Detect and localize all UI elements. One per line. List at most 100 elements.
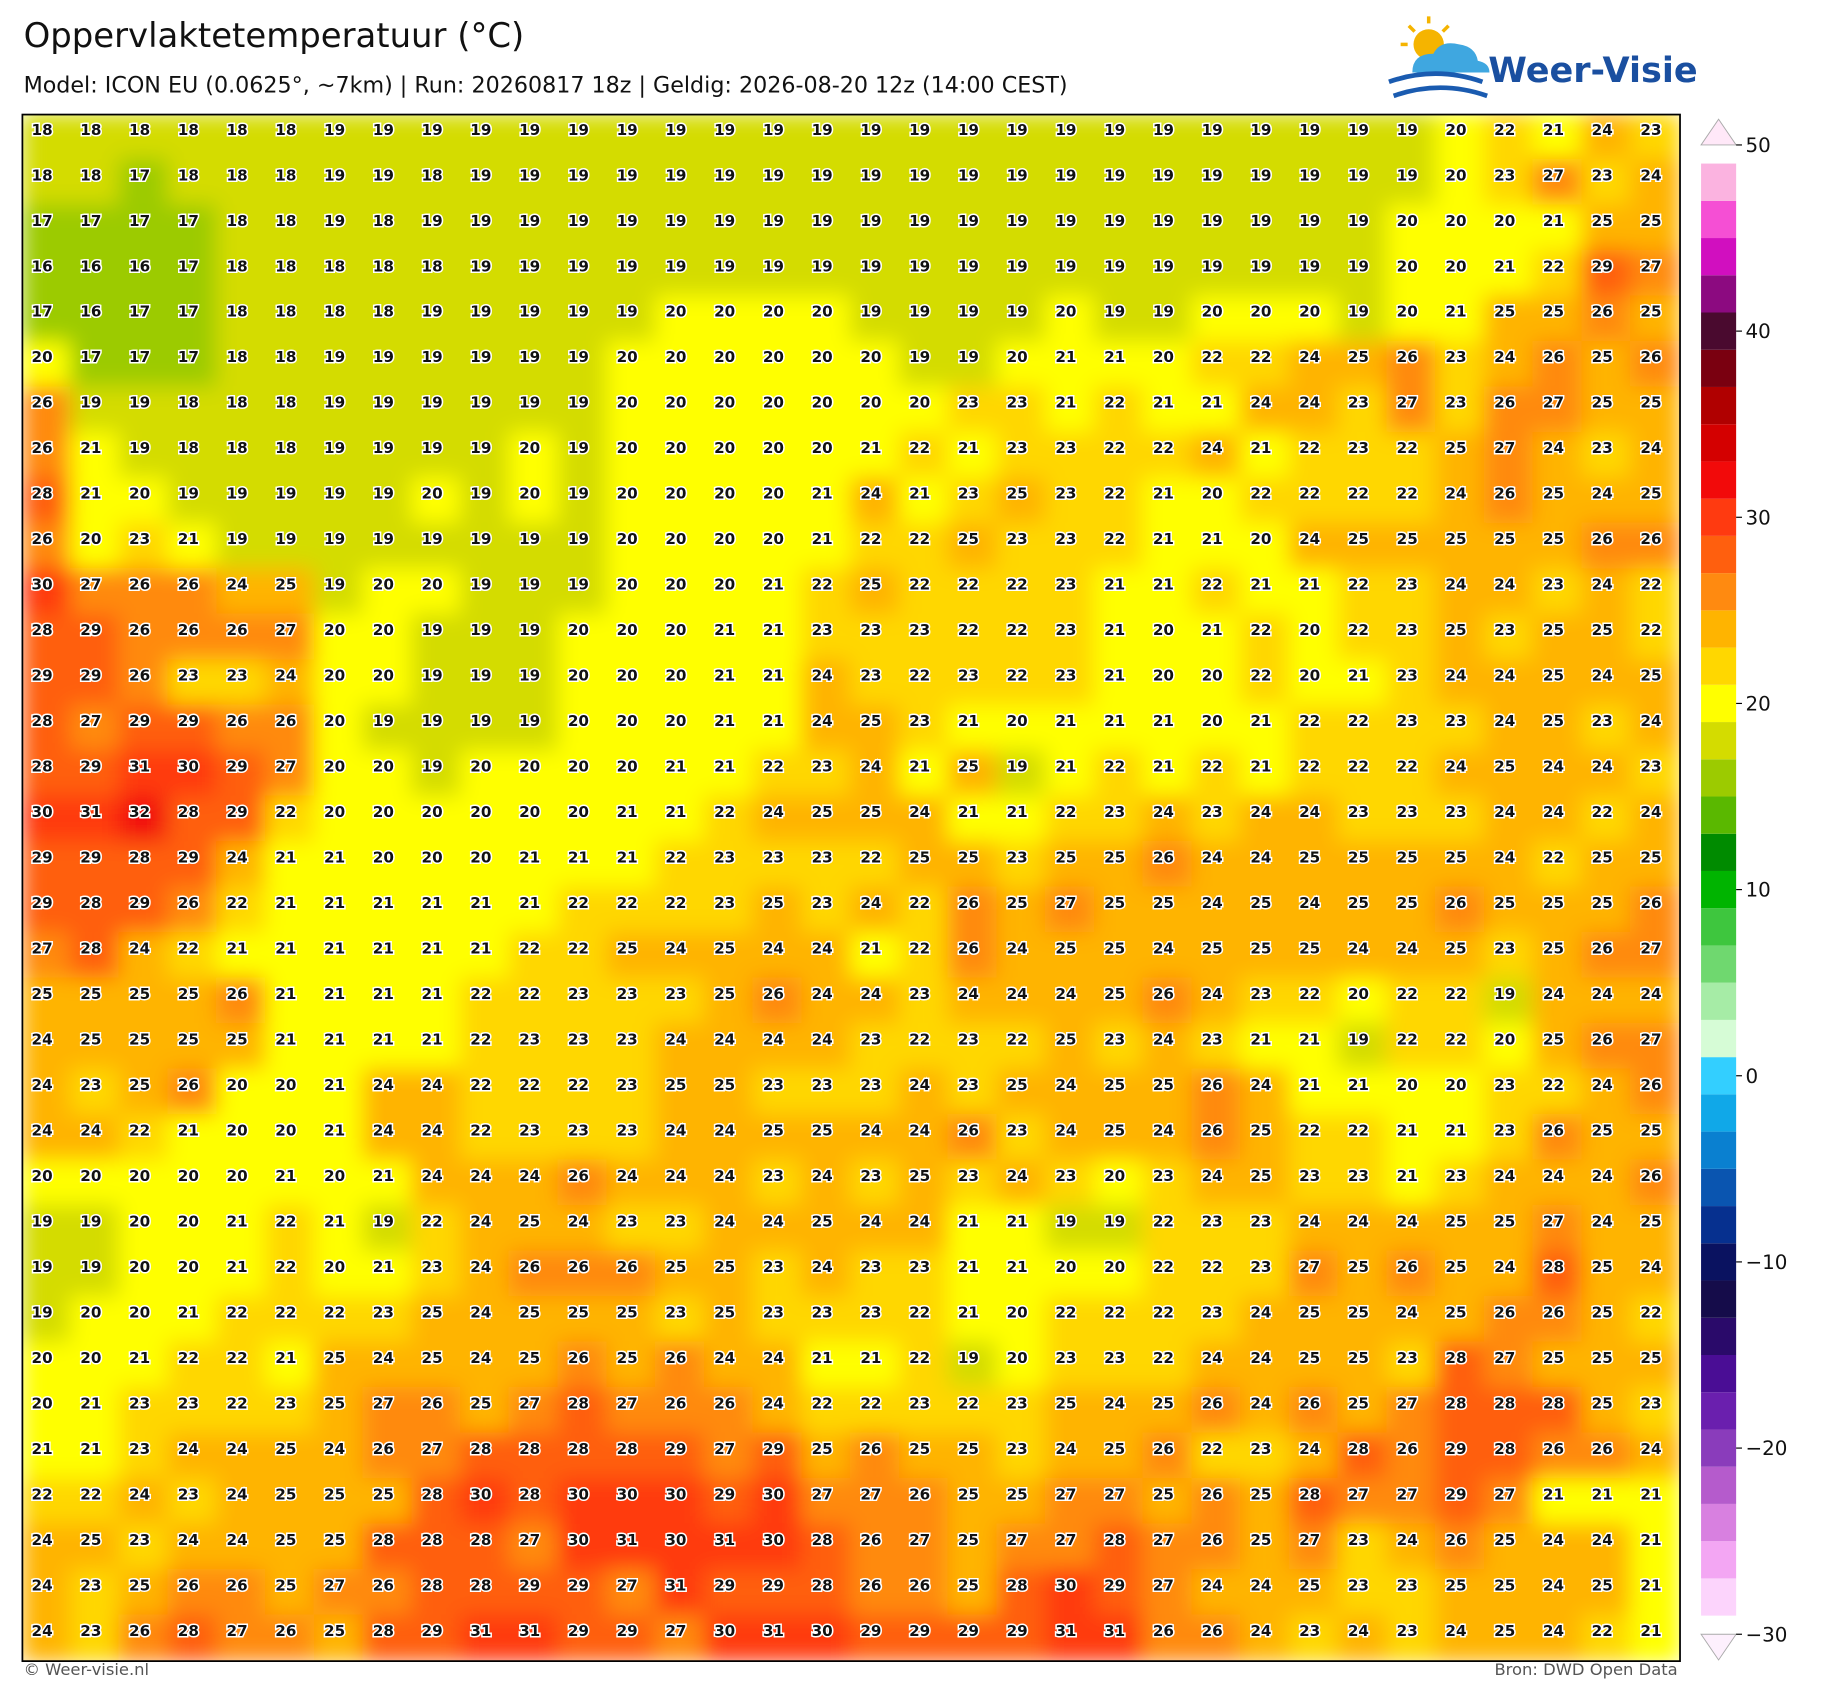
temperature-cell (898, 204, 950, 253)
temperature-cell (1191, 795, 1243, 844)
temperature-label: 21 (275, 1167, 296, 1185)
temperature-label: 25 (1543, 1349, 1564, 1367)
temperature-label: 20 (519, 485, 540, 503)
temperature-label: 25 (80, 1031, 101, 1049)
temperature-label: 24 (470, 1303, 491, 1321)
temperature-label: 22 (32, 1485, 53, 1503)
temperature-label: 23 (860, 1303, 881, 1321)
temperature-cell (1288, 568, 1340, 617)
temperature-cell (996, 158, 1048, 207)
temperature-label: 19 (373, 485, 394, 503)
temperature-cell (313, 1250, 365, 1299)
temperature-label: 22 (665, 849, 686, 867)
temperature-label: 21 (32, 1440, 53, 1458)
temperature-label: 28 (80, 940, 101, 958)
temperature-cell (1581, 613, 1633, 662)
temperature-cell (1288, 1523, 1340, 1572)
temperature-cell (606, 1387, 658, 1435)
temperature-cell (167, 249, 219, 298)
temperature-label: 26 (1202, 1485, 1223, 1503)
temperature-label: 20 (763, 303, 784, 321)
temperature-cell (801, 568, 853, 617)
temperature-label: 23 (909, 985, 930, 1003)
temperature-label: 21 (1250, 1031, 1271, 1049)
temperature-cell (898, 431, 950, 480)
temperature-cell (655, 795, 707, 844)
temperature-cell (313, 659, 365, 708)
temperature-label: 19 (860, 303, 881, 321)
temperature-label: 21 (812, 485, 833, 503)
temperature-label: 19 (1007, 166, 1028, 184)
temperature-label: 21 (129, 1349, 150, 1367)
temperature-label: 21 (1104, 621, 1125, 639)
temperature-cell (606, 477, 658, 526)
temperature-cell (996, 568, 1048, 617)
temperature-label: 26 (909, 1576, 930, 1594)
temperature-cell (752, 1341, 804, 1390)
temperature-label: 20 (178, 1258, 199, 1276)
temperature-label: 25 (1543, 303, 1564, 321)
temperature-label: 22 (470, 985, 491, 1003)
temperature-label: 19 (909, 212, 930, 230)
colorbar-tick-label: −30 (1745, 1623, 1787, 1646)
temperature-cell (216, 114, 268, 162)
temperature-label: 24 (763, 1394, 784, 1412)
temperature-label: 19 (1055, 121, 1076, 139)
temperature-cell (265, 613, 317, 662)
temperature-cell (216, 431, 268, 480)
temperature-label: 20 (80, 1167, 101, 1185)
temperature-label: 19 (1250, 212, 1271, 230)
temperature-cell (850, 386, 902, 435)
temperature-cell (1191, 659, 1243, 708)
temperature-cell (508, 114, 560, 162)
temperature-label: 24 (227, 1485, 248, 1503)
temperature-label: 25 (1348, 1258, 1369, 1276)
temperature-label: 26 (1543, 348, 1564, 366)
temperature-label: 25 (1153, 1485, 1174, 1503)
temperature-label: 22 (568, 940, 589, 958)
temperature-label: 21 (1592, 1485, 1613, 1503)
temperature-label: 23 (568, 1031, 589, 1049)
temperature-label: 24 (1202, 985, 1223, 1003)
temperature-cell (216, 1114, 268, 1162)
temperature-label: 24 (227, 849, 248, 867)
temperature-label: 23 (1202, 1303, 1223, 1321)
temperature-label: 22 (1299, 758, 1320, 776)
temperature-cell (22, 477, 73, 526)
temperature-cell (606, 340, 658, 389)
temperature-label: 26 (32, 439, 53, 457)
temperature-label: 25 (860, 576, 881, 594)
temperature-label: 24 (665, 940, 686, 958)
temperature-label: 18 (373, 257, 394, 275)
temperature-cell (1337, 158, 1389, 207)
temperature-cell (1240, 750, 1292, 799)
temperature-label: 24 (812, 1031, 833, 1049)
temperature-cell (947, 750, 999, 799)
temperature-label: 19 (1153, 212, 1174, 230)
temperature-label: 27 (1640, 940, 1661, 958)
temperature-cell (265, 158, 317, 207)
temperature-cell (118, 1023, 170, 1071)
temperature-label: 22 (958, 576, 979, 594)
temperature-cell (216, 932, 268, 980)
temperature-cell (655, 659, 707, 708)
temperature-cell (1630, 932, 1681, 980)
temperature-label: 22 (275, 1258, 296, 1276)
temperature-label: 19 (324, 576, 345, 594)
temperature-label: 24 (1299, 394, 1320, 412)
temperature-cell (460, 795, 512, 844)
temperature-label: 26 (227, 1576, 248, 1594)
temperature-cell (411, 1205, 463, 1253)
temperature-cell (265, 204, 317, 253)
temperature-cell (22, 704, 73, 753)
temperature-cell (313, 249, 365, 298)
temperature-label: 19 (958, 121, 979, 139)
temperature-label: 24 (1640, 1258, 1661, 1276)
temperature-cell (947, 1068, 999, 1117)
temperature-label: 19 (519, 212, 540, 230)
temperature-cell (313, 522, 365, 571)
temperature-label: 28 (422, 1576, 443, 1594)
temperature-label: 18 (227, 303, 248, 321)
temperature-label: 19 (519, 621, 540, 639)
temperature-cell (1142, 841, 1194, 890)
